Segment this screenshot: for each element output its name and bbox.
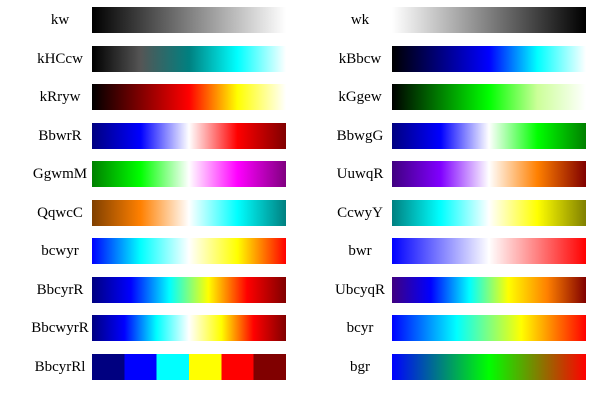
colormap-label: bgr bbox=[350, 358, 370, 375]
colormap-label: bwr bbox=[348, 243, 372, 259]
colormap-label: UuwqR bbox=[336, 166, 384, 182]
colormap-bar-ccwyy bbox=[392, 199, 586, 226]
colormap-bar-khccw bbox=[92, 45, 286, 72]
colormap-label: GgwmM bbox=[32, 166, 88, 182]
colormap-label: BbcwyrR bbox=[31, 320, 89, 336]
colormap-label: BbcyrRl bbox=[34, 358, 86, 375]
colormap-label: wk bbox=[350, 12, 370, 28]
colormap-label: BbwrR bbox=[38, 127, 82, 144]
colormap-bar-krryw bbox=[92, 84, 286, 110]
colormap-label: BbwgG bbox=[336, 127, 384, 144]
colormap-bar-kw bbox=[92, 7, 286, 33]
colormap-bar-bwr bbox=[392, 238, 586, 264]
colormap-bar-ubcyqr bbox=[392, 276, 586, 303]
colormap-label: UbcyqR bbox=[335, 281, 385, 298]
colormap-bar-ggwmm bbox=[92, 161, 286, 187]
colormap-label: QqwcC bbox=[37, 204, 83, 221]
colormap-bar-bbcwyrr bbox=[92, 315, 286, 341]
colormap-bar-bbwgg bbox=[392, 122, 586, 149]
colormap-bar-bcyr bbox=[392, 315, 586, 341]
colormap-label: kHCcw bbox=[37, 50, 83, 67]
colormap-label: BbcyrR bbox=[36, 281, 84, 298]
colormap-bar-bbwrr bbox=[92, 122, 286, 149]
colormap-label: bcyr bbox=[346, 320, 374, 336]
colormap-bar-bgr bbox=[392, 353, 586, 380]
colormap-bar-bbcyrr bbox=[92, 276, 286, 303]
colormap-label: kGgew bbox=[338, 89, 382, 105]
colormap-label: kRryw bbox=[39, 89, 81, 105]
colormap-label: kw bbox=[50, 12, 70, 28]
colormap-bar-bbcyrrl bbox=[92, 353, 286, 380]
colormap-bar-kggew bbox=[392, 84, 586, 110]
colormap-label: bcwyr bbox=[41, 243, 79, 259]
colormap-label: CcwyY bbox=[337, 204, 383, 221]
colormap-bar-uuwqr bbox=[392, 161, 586, 187]
colormap-bar-wk bbox=[392, 7, 586, 33]
colormap-bar-qqwcc bbox=[92, 199, 286, 226]
colormap-bar-bcwyr bbox=[92, 238, 286, 264]
colormap-label: kBbcw bbox=[338, 50, 382, 67]
colormap-bar-kbbcw bbox=[392, 45, 586, 72]
